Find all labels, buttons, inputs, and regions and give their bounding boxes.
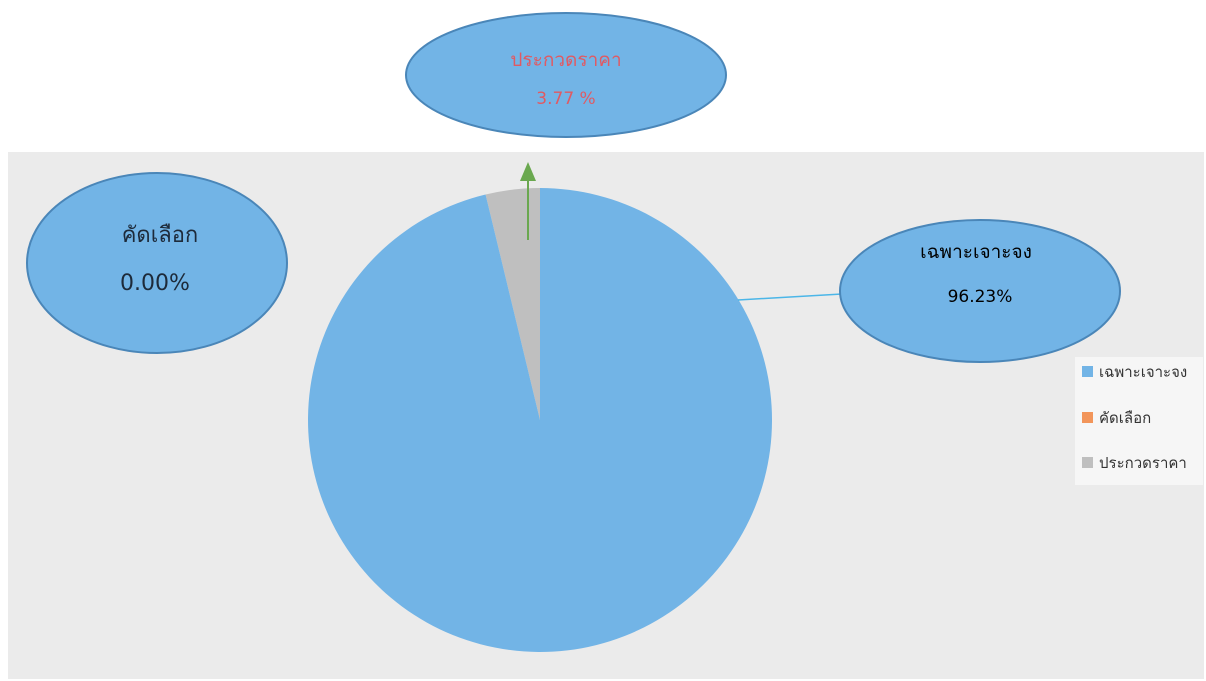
pie-slices: [308, 188, 773, 652]
callout-connectors: [520, 162, 843, 301]
callout-value: 0.00%: [120, 271, 190, 296]
pie-slice: [308, 188, 773, 652]
callout-name: ประกวดราคา: [510, 49, 621, 71]
legend-swatch-prakuadrakha: [1082, 457, 1093, 468]
callout-chaphochaochong: เฉพาะเจาะจง 96.23%: [839, 219, 1121, 363]
callout-name: เฉพาะเจาะจง: [920, 241, 1032, 263]
legend-background: [1075, 357, 1203, 485]
legend-swatch-khatlueak: [1082, 412, 1093, 423]
callout-khatlueak: คัดเลือก 0.00%: [26, 172, 288, 354]
legend-label-prakuadrakha: ประกวดราคา: [1099, 454, 1187, 472]
legend-swatch-chaphochaochong: [1082, 366, 1093, 377]
callout-bubble: [26, 172, 288, 354]
callout-value: 96.23%: [948, 287, 1013, 307]
connector-arrow-head: [520, 162, 536, 181]
connector-leader-line: [737, 293, 843, 301]
callout-value: 3.77 %: [536, 89, 595, 109]
callout-bubble: [405, 12, 727, 138]
callout-bubble: [839, 219, 1121, 363]
legend: เฉพาะเจาะจง คัดเลือก ประกวดราคา: [1075, 357, 1203, 485]
pie-slice: [485, 188, 540, 420]
legend-label-khatlueak: คัดเลือก: [1099, 409, 1151, 427]
callout-name: คัดเลือก: [122, 223, 199, 248]
legend-label-chaphochaochong: เฉพาะเจาะจง: [1099, 363, 1187, 381]
callout-prakuadrakha: ประกวดราคา 3.77 %: [405, 12, 727, 138]
